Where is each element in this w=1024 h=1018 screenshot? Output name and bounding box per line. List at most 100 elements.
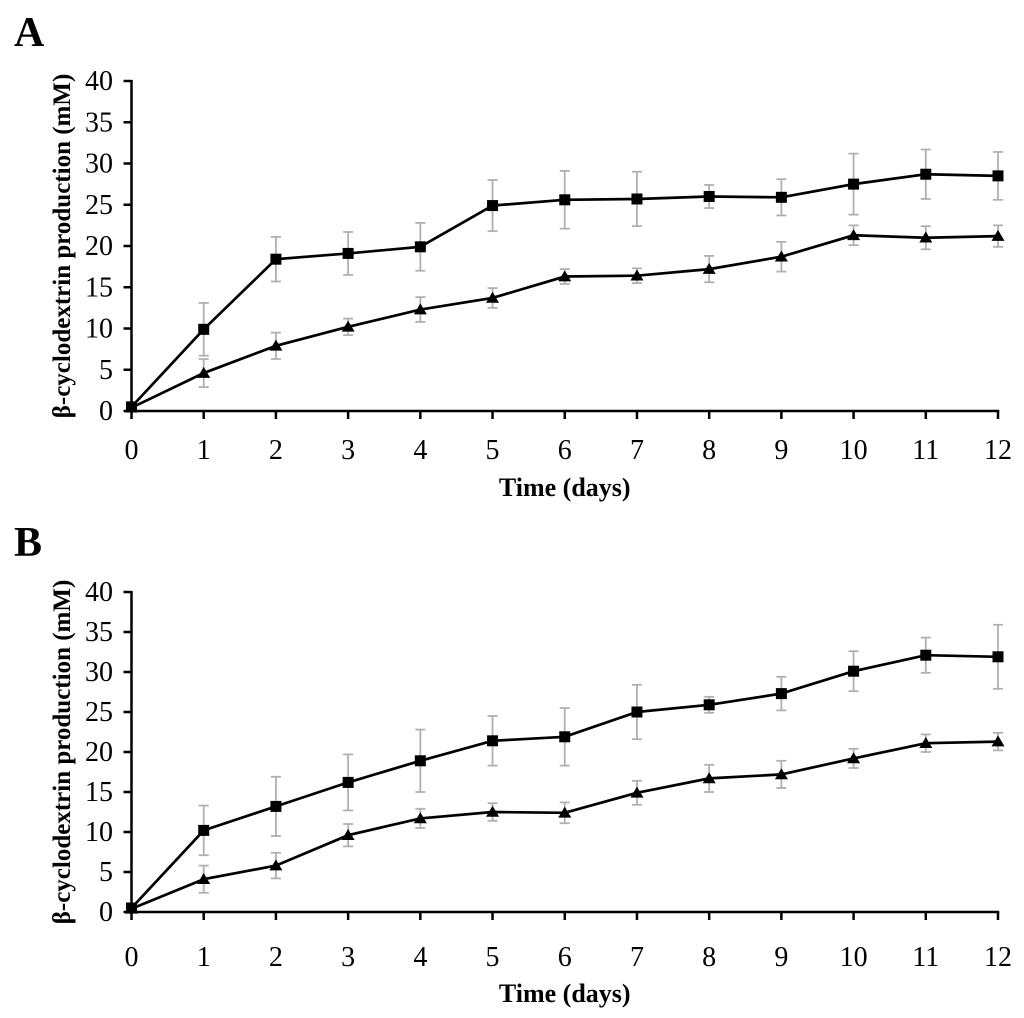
x-axis-title: Time (days)	[499, 473, 631, 502]
triangle-marker	[702, 262, 716, 274]
x-tick-label: 2	[269, 942, 283, 973]
square-marker	[487, 735, 499, 747]
x-tick-label: 12	[984, 435, 1012, 466]
triangle-marker	[919, 737, 933, 748]
y-tick-label: 0	[99, 396, 113, 427]
square-marker	[198, 323, 210, 335]
x-tick-label: 2	[269, 435, 283, 466]
y-tick-label: 30	[85, 149, 113, 180]
y-tick-label: 20	[85, 231, 113, 262]
triangle-marker	[413, 812, 427, 824]
y-tick-label: 20	[85, 737, 113, 768]
x-tick-label: 0	[125, 942, 139, 973]
x-tick-label: 4	[413, 942, 427, 973]
x-tick-label: 7	[630, 435, 644, 466]
x-tick-label: 11	[912, 435, 939, 466]
triangle-marker	[413, 303, 427, 315]
triangle-marker	[269, 339, 283, 351]
triangle-marker	[991, 229, 1005, 241]
triangle-marker	[486, 805, 500, 817]
square-marker	[631, 193, 643, 205]
triangle-marker	[919, 231, 933, 243]
y-tick-label: 5	[99, 355, 113, 386]
triangle-marker	[486, 291, 500, 303]
markers-triangles	[125, 229, 1005, 413]
x-tick-label: 1	[197, 942, 211, 973]
triangle-marker	[269, 859, 283, 871]
triangle-marker	[774, 768, 788, 780]
y-tick-label: 5	[99, 857, 113, 888]
x-tick-label: 8	[702, 942, 716, 973]
square-marker	[559, 731, 571, 743]
square-marker	[703, 699, 715, 711]
square-marker	[198, 824, 210, 836]
y-tick-label: 0	[99, 897, 113, 928]
y-tick-label: 10	[85, 817, 113, 848]
triangle-marker	[341, 829, 355, 840]
y-tick-label: 25	[85, 697, 113, 728]
x-tick-label: 3	[341, 435, 355, 466]
x-tick-label: 6	[558, 435, 572, 466]
x-tick-label: 3	[341, 942, 355, 973]
triangle-marker	[847, 229, 861, 241]
x-tick-label: 1	[197, 435, 211, 466]
triangle-marker	[558, 270, 572, 282]
square-marker	[920, 649, 932, 661]
axes	[123, 590, 1000, 920]
triangle-marker	[558, 806, 572, 818]
y-tick-label: 10	[85, 314, 113, 345]
panel-label-b: B	[14, 520, 42, 566]
square-marker	[775, 688, 787, 700]
x-tick-label: 11	[912, 942, 939, 973]
y-tick-label: 35	[85, 107, 113, 138]
square-marker	[270, 800, 282, 812]
x-tick-label: 5	[486, 435, 500, 466]
x-axis-title: Time (days)	[499, 979, 631, 1008]
y-tick-label: 40	[85, 577, 113, 608]
triangle-marker	[991, 735, 1005, 747]
panel-label-a: A	[14, 10, 45, 56]
triangle-marker	[774, 250, 788, 262]
triangle-marker	[847, 752, 861, 764]
x-tick-label: 7	[630, 942, 644, 973]
square-marker	[848, 665, 860, 677]
series-line-triangles	[130, 740, 999, 911]
square-marker	[342, 247, 354, 259]
square-marker	[559, 194, 571, 206]
x-tick-label: 6	[558, 942, 572, 973]
y-tick-label: 40	[85, 66, 113, 97]
square-marker	[703, 191, 715, 202]
square-marker	[414, 755, 426, 767]
square-marker	[270, 253, 282, 265]
x-tick-label: 9	[774, 942, 788, 973]
x-tick-label: 12	[984, 942, 1012, 973]
y-axis-title: β-cyclodextrin production (mM)	[49, 74, 76, 419]
triangle-marker	[125, 401, 138, 413]
error-bars-squares	[198, 623, 1003, 857]
series-line-squares	[130, 653, 999, 909]
triangle-marker	[197, 366, 211, 378]
triangle-marker	[341, 320, 355, 332]
y-tick-label: 35	[85, 617, 113, 648]
triangle-marker	[197, 873, 211, 884]
x-tick-label: 0	[125, 435, 139, 466]
square-marker	[992, 651, 1004, 663]
square-marker	[342, 776, 354, 788]
y-axis-title: β-cyclodextrin production (mM)	[49, 580, 76, 925]
x-tick-label: 8	[702, 435, 716, 466]
square-marker	[775, 191, 787, 203]
square-marker	[487, 200, 499, 212]
markers-squares	[126, 168, 1004, 413]
triangle-marker	[702, 772, 716, 784]
x-tick-label: 10	[840, 435, 868, 466]
y-tick-label: 15	[85, 272, 113, 303]
error-bars-triangles	[198, 224, 1003, 388]
series-line-triangles	[130, 233, 999, 409]
square-marker	[414, 241, 426, 253]
y-tick-label: 15	[85, 777, 113, 808]
